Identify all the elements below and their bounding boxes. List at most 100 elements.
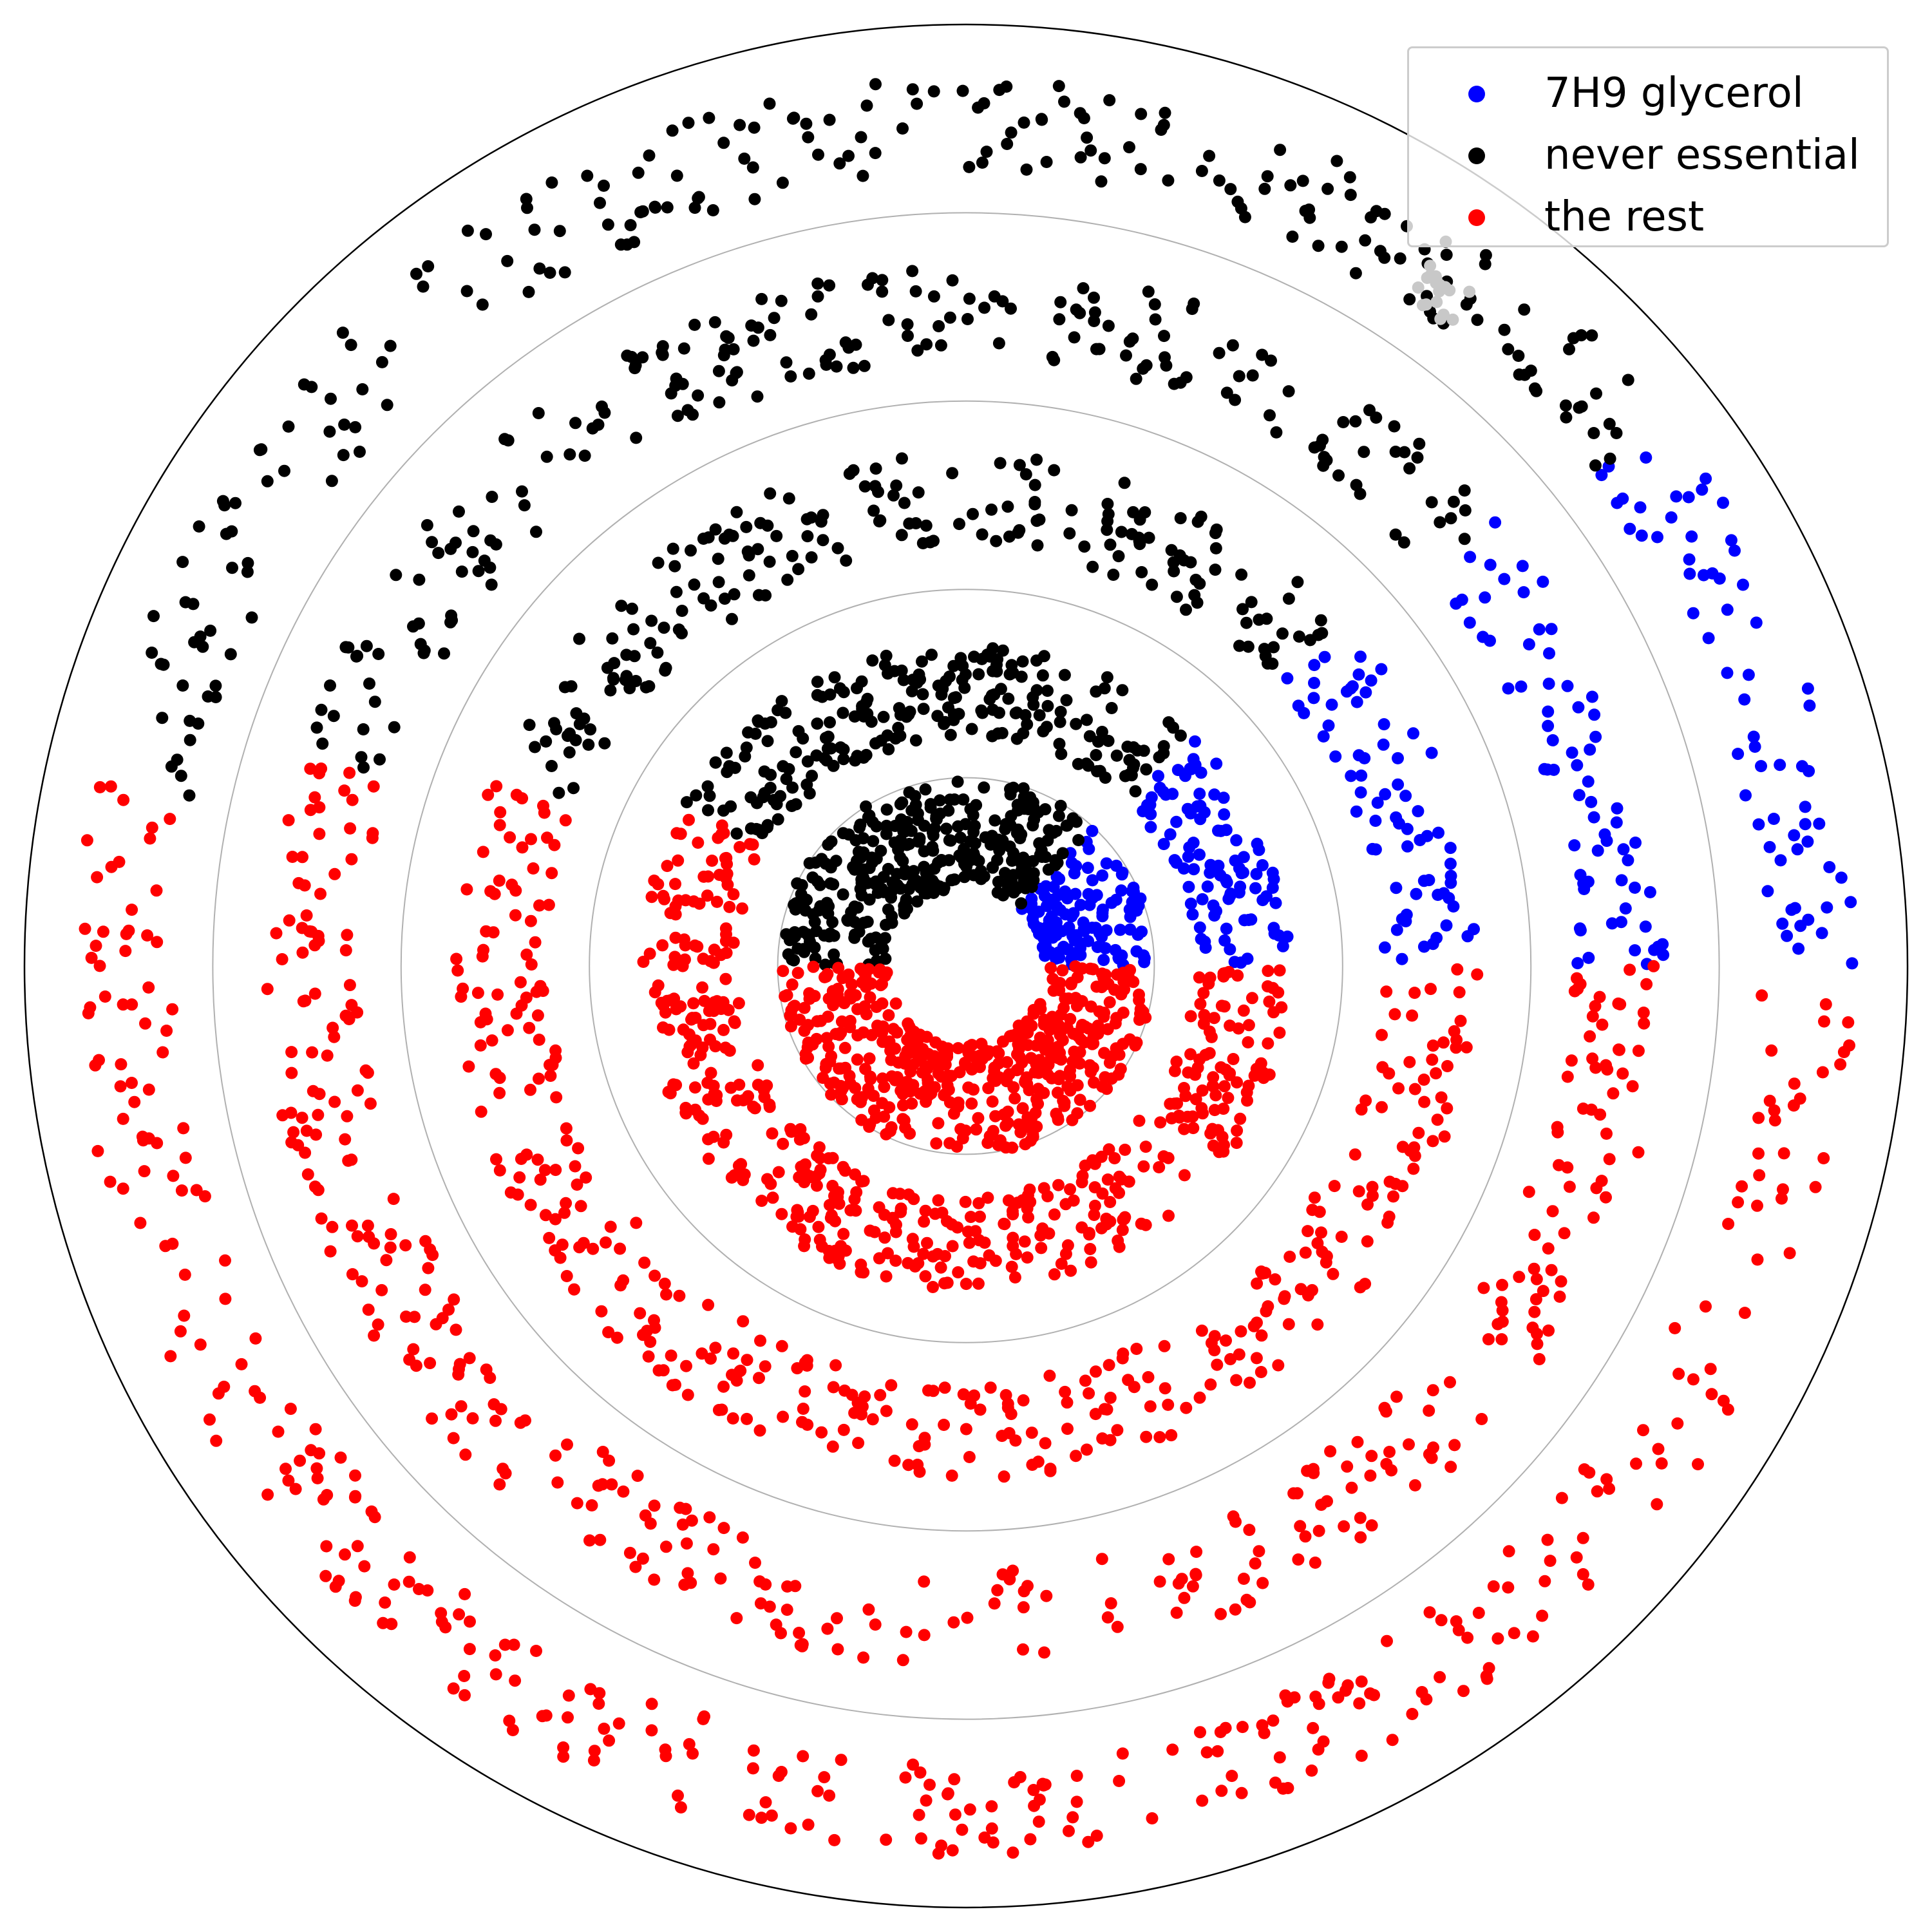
point-the-rest	[605, 1478, 618, 1491]
point-never-essential	[903, 517, 916, 530]
point-never-essential	[652, 556, 665, 569]
point-7h9-glycerol	[1038, 928, 1051, 941]
point-the-rest	[504, 831, 516, 844]
point-the-rest	[706, 855, 719, 867]
point-the-rest	[1208, 1012, 1220, 1025]
point-the-rest	[849, 1204, 862, 1217]
point-never-essential	[842, 341, 855, 354]
point-the-rest	[862, 1083, 875, 1095]
point-never-essential	[522, 285, 535, 298]
point-the-rest	[938, 1419, 951, 1431]
point-the-rest	[1389, 1177, 1402, 1190]
point-the-rest	[1184, 1010, 1197, 1023]
point-never-essential	[278, 464, 290, 477]
point-7h9-glycerol	[1799, 800, 1812, 813]
point-never-essential	[919, 783, 932, 796]
point-never-essential	[569, 417, 582, 430]
point-the-rest	[1431, 1113, 1444, 1126]
point-the-rest	[705, 1066, 717, 1079]
point-the-rest	[943, 1096, 956, 1109]
point-never-essential	[598, 179, 610, 192]
point-the-rest	[442, 1303, 455, 1316]
point-the-rest	[166, 1003, 179, 1016]
point-never-essential	[823, 113, 836, 126]
point-7h9-glycerol	[1752, 818, 1765, 831]
point-the-rest	[863, 1052, 876, 1065]
point-the-rest	[730, 1612, 743, 1625]
point-the-rest	[1098, 1007, 1110, 1019]
point-the-rest	[1204, 971, 1217, 984]
point-7h9-glycerol	[1228, 956, 1241, 969]
point-the-rest	[985, 1800, 998, 1813]
point-7h9-glycerol	[1266, 882, 1279, 894]
point-the-rest	[1036, 1063, 1048, 1076]
point-never-essential	[1135, 566, 1148, 578]
point-never-essential	[896, 822, 909, 835]
point-never-essential	[879, 932, 891, 945]
point-never-essential	[901, 318, 914, 331]
point-the-rest	[946, 1844, 959, 1857]
point-never-essential	[943, 311, 956, 324]
point-the-rest	[1652, 1443, 1665, 1455]
point-never-essential	[421, 519, 433, 531]
point-never-essential	[1203, 149, 1216, 162]
point-the-rest	[310, 1128, 323, 1141]
point-the-rest	[900, 1625, 913, 1638]
point-the-rest	[899, 1771, 912, 1784]
point-never-essential	[745, 319, 758, 332]
point-the-rest	[296, 1112, 308, 1124]
point-the-rest	[463, 1643, 476, 1656]
point-never-essential	[712, 553, 724, 565]
point-the-rest	[803, 987, 816, 999]
point-the-rest	[645, 1698, 658, 1710]
point-the-rest	[927, 1250, 940, 1263]
point-the-rest	[114, 1080, 127, 1093]
point-the-rest	[1209, 1089, 1222, 1102]
point-never-essential	[743, 569, 755, 582]
point-the-rest	[1086, 963, 1099, 976]
point-never-essential	[1282, 385, 1295, 398]
point-never-essential	[1235, 568, 1248, 581]
point-the-rest	[1249, 1557, 1262, 1570]
point-the-rest	[1153, 1575, 1166, 1588]
point-the-rest	[696, 1041, 709, 1054]
point-never-essential	[196, 640, 209, 653]
point-the-rest	[656, 939, 669, 952]
point-the-rest	[1007, 1081, 1020, 1094]
point-7h9-glycerol	[1181, 802, 1194, 815]
point-the-rest	[598, 1722, 611, 1735]
point-the-rest	[572, 1142, 585, 1155]
point-the-rest	[313, 801, 326, 814]
point-the-rest	[358, 1560, 371, 1573]
point-never-essential	[1479, 249, 1492, 261]
point-never-essential	[828, 671, 841, 684]
point-never-essential	[1502, 343, 1515, 355]
point-the-rest	[823, 1198, 836, 1211]
point-7h9-glycerol	[1425, 746, 1438, 759]
point-never-essential	[1291, 576, 1304, 589]
point-never-essential	[1528, 382, 1541, 395]
point-the-rest	[1316, 1245, 1329, 1258]
point-the-rest	[1153, 1431, 1166, 1444]
point-the-rest	[126, 1077, 138, 1089]
point-the-rest	[921, 1236, 933, 1249]
point-never-essential	[209, 679, 222, 692]
point-the-rest	[1590, 1182, 1603, 1195]
point-never-essential	[863, 893, 876, 906]
point-the-rest	[1162, 1398, 1175, 1411]
point-the-rest	[1763, 1094, 1776, 1107]
point-the-rest	[886, 1070, 898, 1083]
point-the-rest	[1227, 1053, 1240, 1065]
point-the-rest	[343, 979, 356, 992]
point-7h9-glycerol	[1546, 734, 1559, 746]
point-7h9-glycerol	[1634, 501, 1647, 514]
point-the-rest	[339, 1133, 352, 1146]
point-never-essential	[758, 765, 771, 778]
point-never-essential	[837, 888, 849, 901]
point-never-essential	[1101, 671, 1113, 684]
point-the-rest	[991, 1584, 1004, 1596]
point-the-rest	[551, 1476, 564, 1489]
point-7h9-glycerol	[1574, 869, 1587, 882]
point-the-rest	[1842, 1016, 1855, 1028]
point-7h9-glycerol	[1477, 630, 1490, 643]
